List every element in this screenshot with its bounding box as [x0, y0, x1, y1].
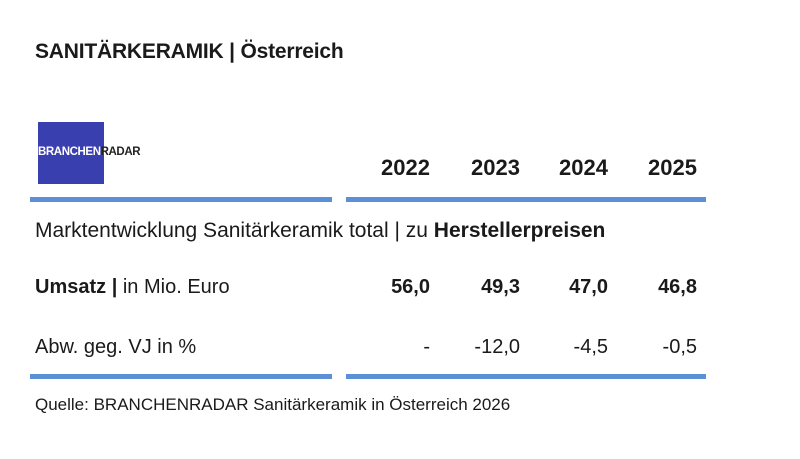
header-divider-right	[346, 197, 706, 202]
logo-text: BRANCHENRADAR	[38, 146, 141, 158]
table-cell: 49,3	[481, 276, 520, 298]
header-divider-left	[30, 197, 332, 202]
source-note: Quelle: BRANCHENRADAR Sanitärkeramik in …	[35, 395, 511, 414]
page-title: SANITÄRKERAMIK | Österreich	[35, 40, 344, 63]
row-label-umsatz: Umsatz | in Mio. Euro	[35, 276, 230, 298]
table-cell: -	[423, 336, 430, 358]
column-header-2025: 2025	[648, 155, 697, 180]
table-cell: 47,0	[569, 276, 608, 298]
table-cell: -4,5	[573, 336, 608, 358]
footer-divider-right	[346, 374, 706, 379]
branchenradar-logo	[38, 122, 104, 184]
row-label-abweichung: Abw. geg. VJ in %	[35, 336, 197, 358]
section-label: Marktentwicklung Sanitärkeramik total | …	[35, 219, 606, 242]
table-cell: -0,5	[662, 336, 697, 358]
table-cell: -12,0	[474, 336, 520, 358]
column-header-2022: 2022	[381, 155, 430, 180]
footer-divider-left	[30, 374, 332, 379]
column-header-2023: 2023	[471, 155, 520, 180]
column-header-2024: 2024	[559, 155, 608, 180]
table-cell: 46,8	[658, 276, 697, 298]
table-cell: 56,0	[391, 276, 430, 298]
